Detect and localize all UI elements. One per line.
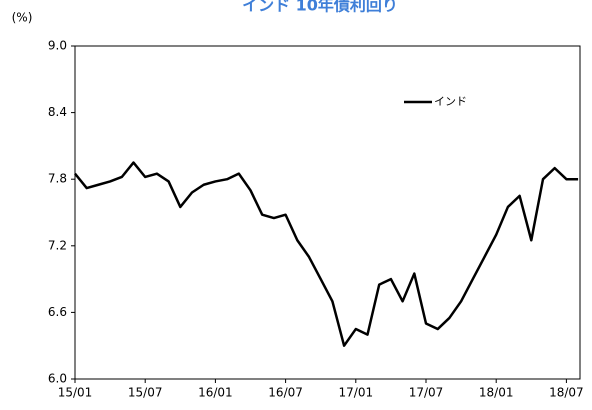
plot-frame xyxy=(74,45,581,380)
x-tick-label: 16/07 xyxy=(268,386,303,400)
chart-title: インド 10年債利回り xyxy=(242,0,398,15)
y-axis-label: (%) xyxy=(12,11,33,25)
x-tick-label: 16/01 xyxy=(198,386,233,400)
y-tick-label: 6.0 xyxy=(48,372,67,386)
data-line xyxy=(74,161,579,347)
x-tick-label: 18/01 xyxy=(479,386,514,400)
y-tick-label: 6.6 xyxy=(48,305,67,319)
x-tick-label: 18/07 xyxy=(549,386,584,400)
y-tick-label: 9.0 xyxy=(48,39,67,53)
x-tick-label: 15/07 xyxy=(128,386,163,400)
y-tick-label: 7.8 xyxy=(48,172,67,186)
x-tick-label: 15/01 xyxy=(58,386,93,400)
y-tick-label: 7.2 xyxy=(48,238,67,252)
x-tick-label: 17/07 xyxy=(409,386,444,400)
x-tick-label: 17/01 xyxy=(339,386,374,400)
y-tick-label: 8.4 xyxy=(48,105,67,119)
legend-label: インド xyxy=(434,95,467,108)
